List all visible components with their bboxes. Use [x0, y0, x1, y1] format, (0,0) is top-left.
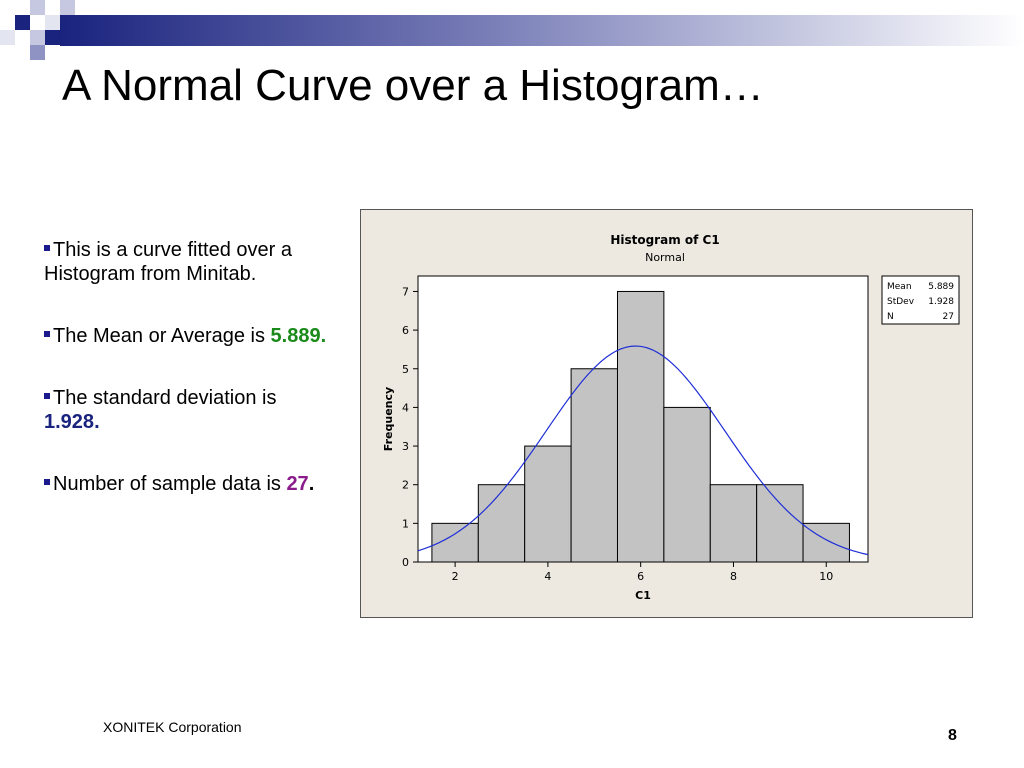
- bullet-item: Number of sample data is 27.: [44, 472, 334, 496]
- y-tick-label: 4: [402, 401, 409, 414]
- y-tick-label: 3: [402, 440, 409, 453]
- deco-square: [30, 45, 45, 60]
- histogram-bar: [756, 484, 804, 563]
- mean-value: 5.889: [270, 325, 321, 347]
- chart-subtitle: Normal: [645, 251, 685, 264]
- histogram-chart: Histogram of C1 Normal 0 1 2 3 4 5 6 7 2 4 6 8 10 C…: [360, 209, 973, 618]
- y-tick-label: 7: [402, 285, 409, 298]
- y-tick-label: 0: [402, 556, 409, 569]
- bullet-square-icon: [44, 244, 50, 251]
- bullet-text: The standard deviation is: [53, 387, 277, 409]
- deco-square: [30, 0, 45, 15]
- deco-square: [45, 30, 60, 45]
- y-tick-label: 1: [402, 517, 409, 530]
- x-axis: 2 4 6 8 10: [452, 562, 833, 583]
- stdev-value: 1.928: [44, 411, 95, 433]
- bullet-item: This is a curve fitted over a Histogram …: [44, 238, 334, 286]
- histogram-bar: [524, 445, 572, 563]
- n-value: 27: [286, 473, 309, 495]
- bullet-text: This is a curve fitted over a Histogram …: [44, 239, 292, 285]
- bullet-suffix: .: [94, 411, 100, 433]
- bullet-square-icon: [44, 330, 50, 337]
- stats-label: N: [887, 312, 894, 322]
- deco-square: [30, 30, 45, 45]
- deco-square: [45, 15, 60, 30]
- bullet-square-icon: [44, 392, 50, 399]
- chart-title: Histogram of C1: [610, 233, 719, 247]
- x-tick-label: 8: [730, 570, 737, 583]
- header-band: [60, 15, 1024, 46]
- x-tick-label: 2: [452, 570, 459, 583]
- footer-company: XONITEK Corporation: [103, 719, 242, 735]
- bullet-square-icon: [44, 478, 50, 485]
- stats-value: 27: [943, 312, 954, 322]
- bullet-item: The Mean or Average is 5.889.: [44, 324, 334, 348]
- stats-value: 5.889: [928, 282, 954, 292]
- bar-group: [431, 290, 850, 563]
- y-tick-label: 2: [402, 479, 409, 492]
- histogram-bar: [616, 290, 665, 563]
- stats-label: Mean: [887, 282, 912, 292]
- bullet-suffix: .: [308, 473, 315, 495]
- normal-fit-curve: [417, 345, 869, 556]
- y-axis-label: Frequency: [382, 387, 395, 451]
- bullet-text: Number of sample data is: [53, 473, 287, 495]
- bullet-item: The standard deviation is 1.928.: [44, 386, 334, 434]
- deco-square: [15, 15, 30, 30]
- y-axis: 0 1 2 3 4 5 6 7: [402, 285, 418, 569]
- page-number: 8: [948, 727, 957, 744]
- y-tick-label: 5: [402, 363, 409, 376]
- bullet-suffix: .: [320, 325, 327, 347]
- histogram-bar: [663, 406, 711, 563]
- histogram-bar: [477, 484, 526, 563]
- x-tick-label: 4: [544, 570, 551, 583]
- deco-square: [60, 0, 75, 15]
- stats-box: [881, 275, 960, 325]
- x-tick-label: 6: [637, 570, 644, 583]
- slide-title: A Normal Curve over a Histogram…: [62, 61, 764, 110]
- y-tick-label: 6: [402, 324, 409, 337]
- x-tick-label: 10: [819, 570, 833, 583]
- histogram-bar: [709, 484, 758, 563]
- deco-square: [0, 30, 15, 45]
- histogram-bar: [570, 368, 618, 563]
- bullet-list: This is a curve fitted over a Histogram …: [44, 238, 334, 534]
- slide-decoration: [0, 0, 1024, 60]
- x-axis-label: C1: [635, 589, 651, 602]
- stats-label: StDev: [887, 297, 915, 307]
- stats-value: 1.928: [928, 297, 954, 307]
- stats-legend: Mean 5.889 StDev 1.928 N 27: [881, 275, 960, 325]
- bullet-text: The Mean or Average is: [53, 325, 271, 347]
